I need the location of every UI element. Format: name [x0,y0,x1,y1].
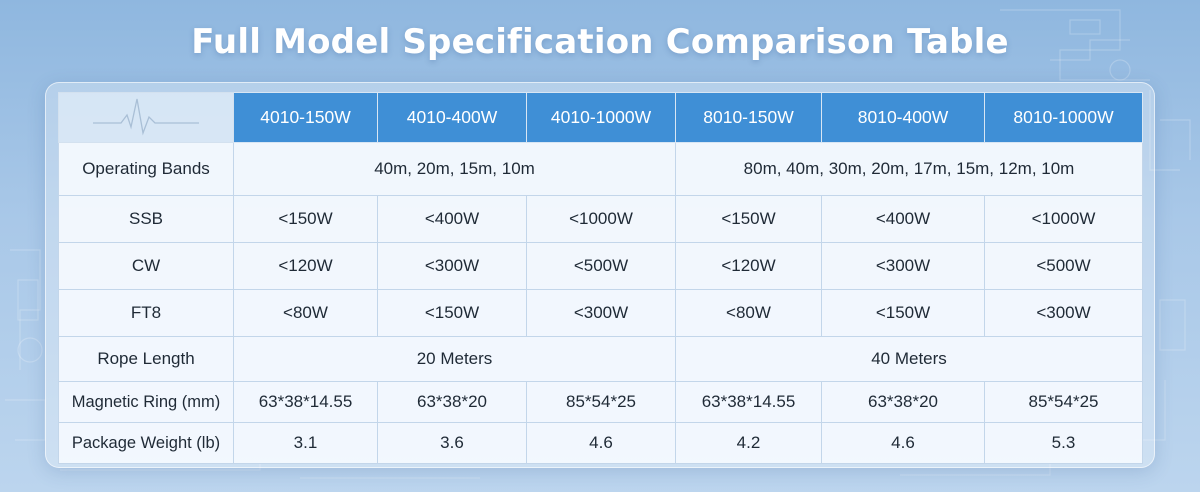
table-row-cw: CW <120W <300W <500W <120W <300W <500W [58,242,1143,290]
table-cell: <500W [526,242,676,290]
table-cell: 85*54*25 [526,381,676,423]
table-row-ssb: SSB <150W <400W <1000W <150W <400W <1000… [58,195,1143,243]
table-cell: <300W [526,289,676,337]
table-cell: 3.1 [233,422,378,464]
cell-rope-4010: 20 Meters [233,336,676,382]
column-header-4010-400w: 4010-400W [377,92,527,143]
table-cell: <120W [675,242,822,290]
table-cell: 63*38*20 [821,381,985,423]
table-cell: 4.2 [675,422,822,464]
column-header-4010-150w: 4010-150W [233,92,378,143]
table-cell: 85*54*25 [984,381,1143,423]
table-cell: <150W [675,195,822,243]
column-header-4010-1000w: 4010-1000W [526,92,676,143]
table-row-magnetic-ring: Magnetic Ring (mm) 63*38*14.55 63*38*20 … [58,381,1143,423]
column-header-8010-1000w: 8010-1000W [984,92,1143,143]
table-row-ft8: FT8 <80W <150W <300W <80W <150W <300W [58,289,1143,337]
table-cell: <150W [821,289,985,337]
table-cell: 4.6 [526,422,676,464]
row-label: Operating Bands [58,142,234,196]
table-row-package-weight: Package Weight (lb) 3.1 3.6 4.6 4.2 4.6 … [58,422,1143,464]
table-cell: 4.6 [821,422,985,464]
page-title: Full Model Specification Comparison Tabl… [191,22,1009,62]
table-row-rope-length: Rope Length 20 Meters 40 Meters [58,336,1143,382]
table-cell: <80W [233,289,378,337]
cell-rope-8010: 40 Meters [675,336,1143,382]
waveform-icon [93,98,199,136]
row-label: FT8 [58,289,234,337]
table-cell: <1000W [526,195,676,243]
table-row-operating-bands: Operating Bands 40m, 20m, 15m, 10m 80m, … [58,142,1143,196]
table-cell: <500W [984,242,1143,290]
table-cell: <150W [233,195,378,243]
cell-bands-4010: 40m, 20m, 15m, 10m [233,142,676,196]
table-cell: 63*38*14.55 [233,381,378,423]
column-header-8010-150w: 8010-150W [675,92,822,143]
table-cell: <300W [377,242,527,290]
cell-bands-8010: 80m, 40m, 30m, 20m, 17m, 15m, 12m, 10m [675,142,1143,196]
row-label: CW [58,242,234,290]
table-cell: <400W [821,195,985,243]
table-cell: 63*38*14.55 [675,381,822,423]
table-cell: 5.3 [984,422,1143,464]
row-label: SSB [58,195,234,243]
row-label: Rope Length [58,336,234,382]
table-cell: <300W [821,242,985,290]
row-label: Package Weight (lb) [58,422,234,464]
table-cell: 3.6 [377,422,527,464]
table-cell: <1000W [984,195,1143,243]
corner-cell [58,92,234,143]
table-cell: 63*38*20 [377,381,527,423]
table-cell: <400W [377,195,527,243]
table-cell: <300W [984,289,1143,337]
table-cell: <80W [675,289,822,337]
spec-comparison-table: 4010-150W 4010-400W 4010-1000W 8010-150W… [58,92,1143,464]
table-cell: <120W [233,242,378,290]
table-cell: <150W [377,289,527,337]
column-header-8010-400w: 8010-400W [821,92,985,143]
row-label: Magnetic Ring (mm) [58,381,234,423]
